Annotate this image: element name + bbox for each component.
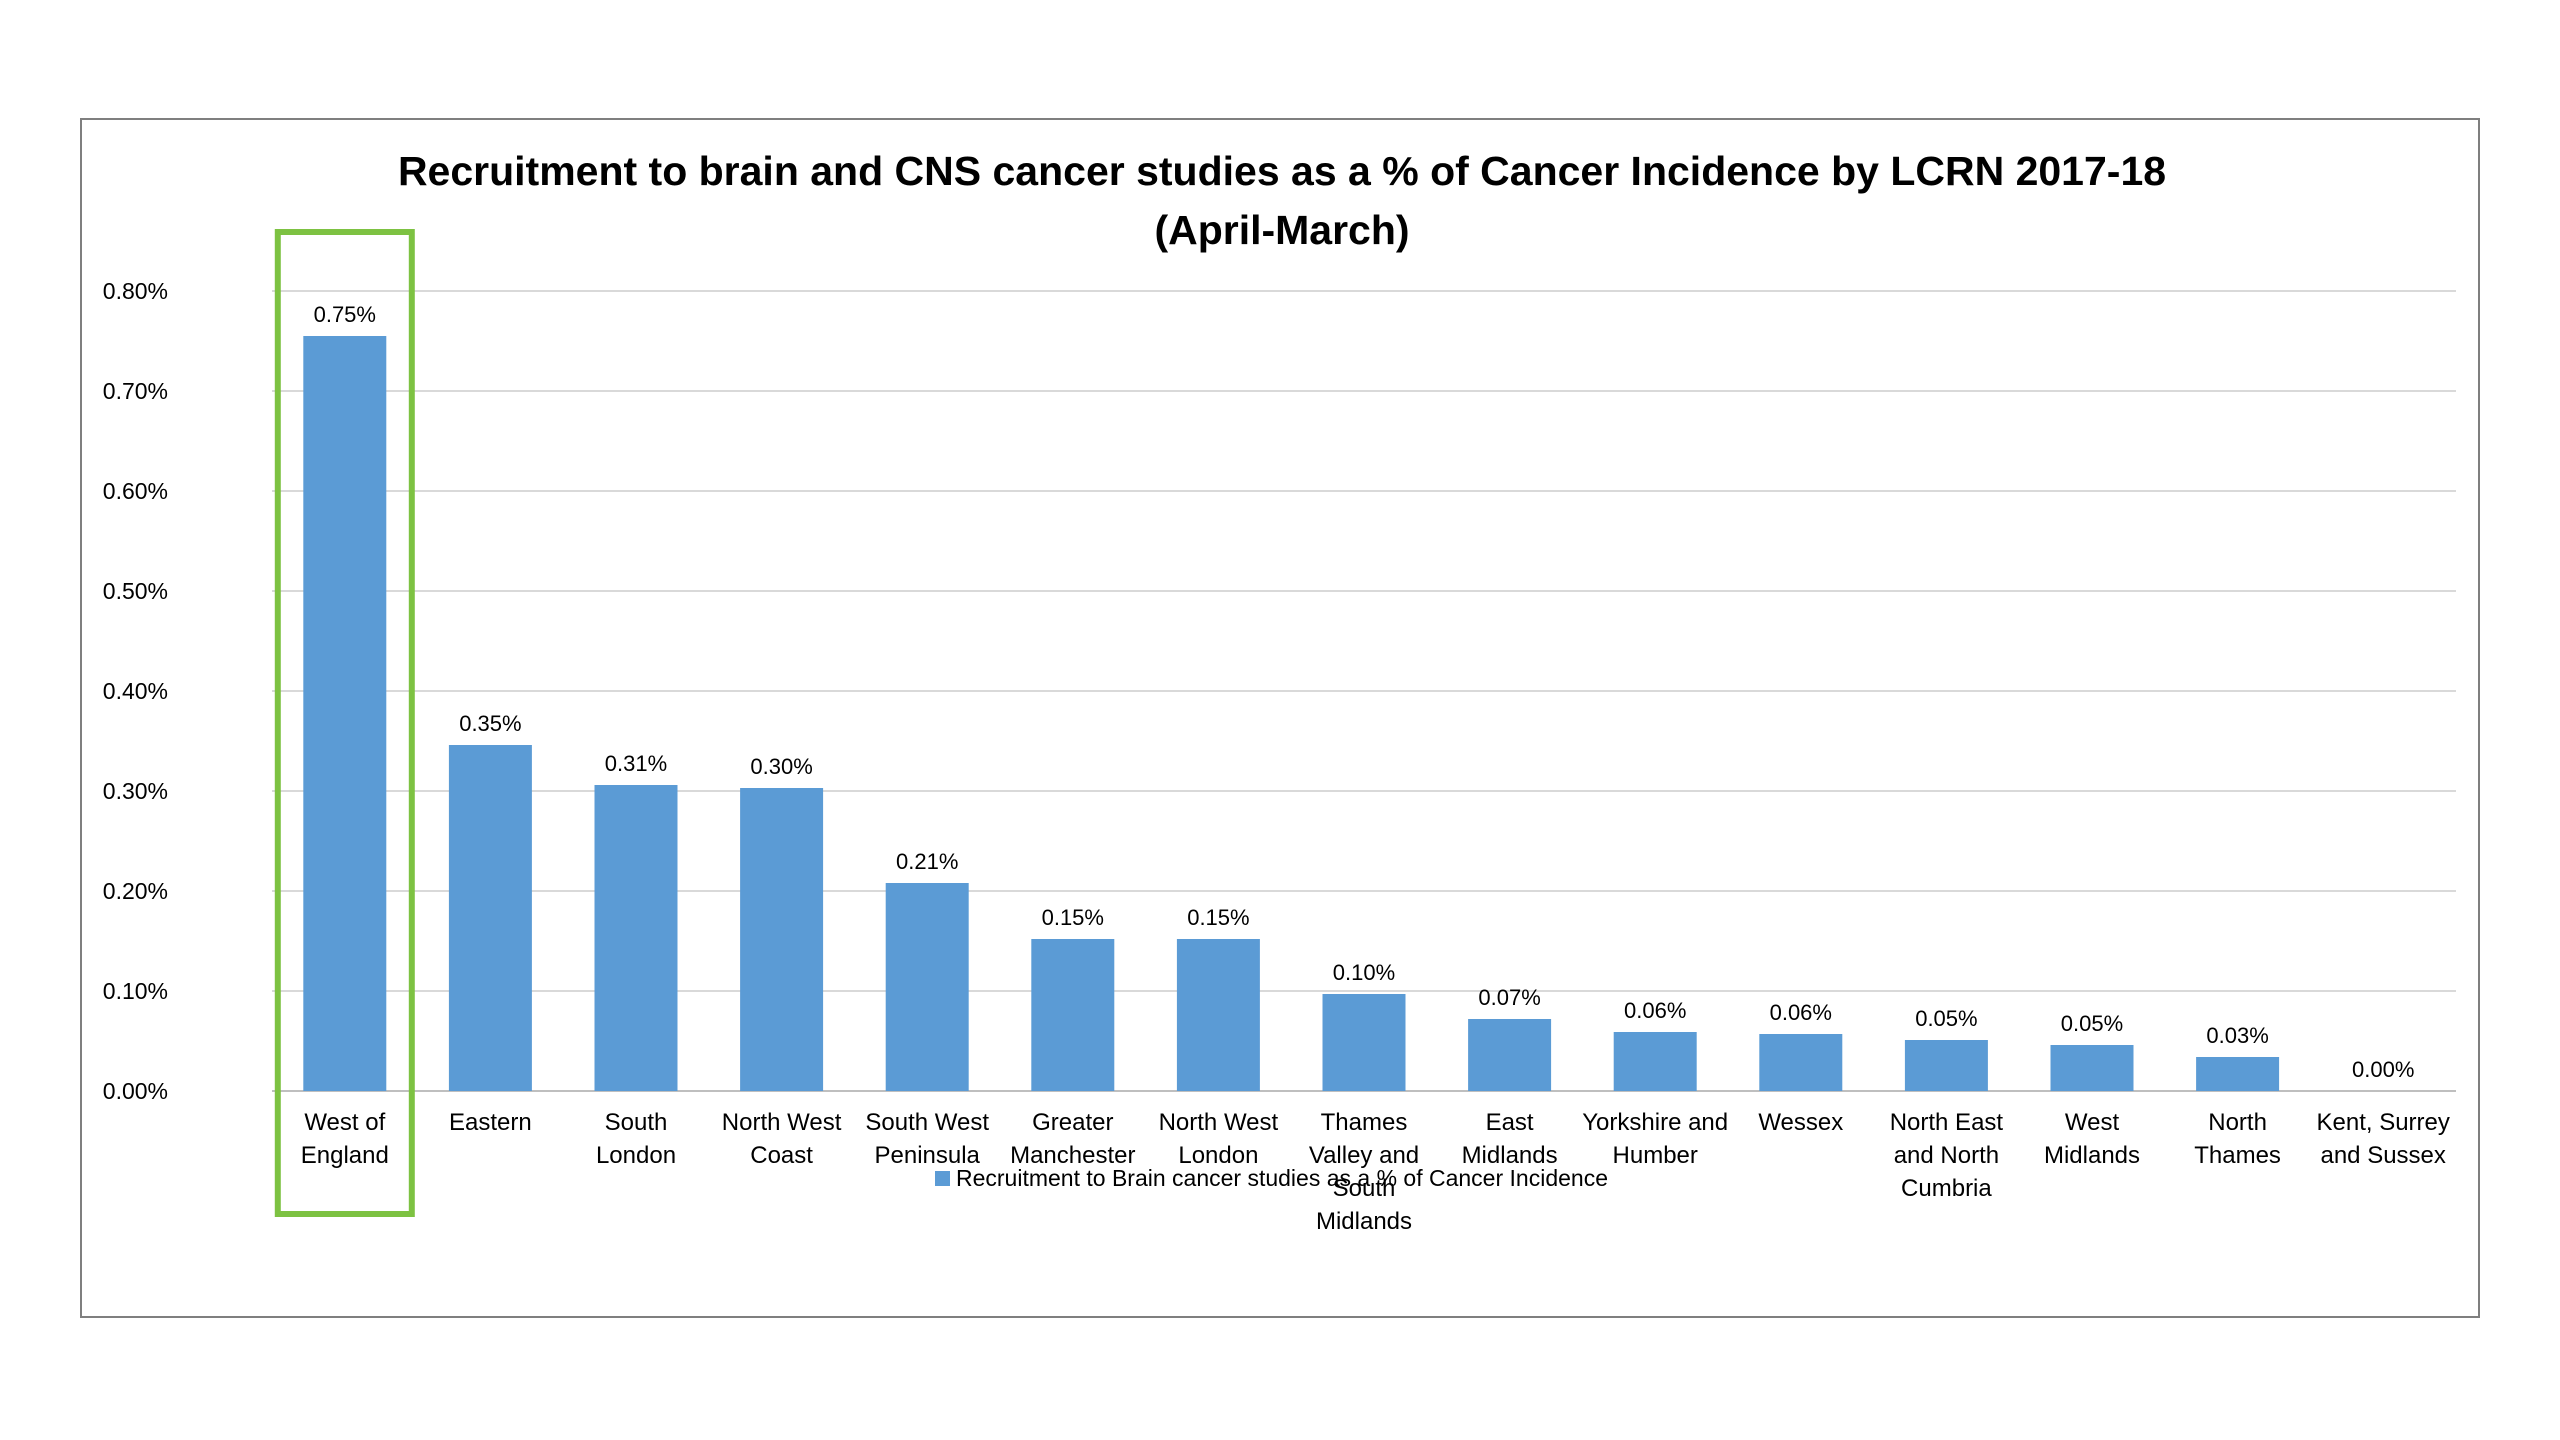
category-label: Thames — [1321, 1109, 1408, 1136]
y-tick-label: 0.00% — [103, 1078, 168, 1104]
category-label: Peninsula — [874, 1142, 980, 1169]
category-label: Yorkshire and — [1582, 1109, 1728, 1136]
y-tick-label: 0.50% — [103, 578, 168, 604]
y-tick-label: 0.60% — [103, 478, 168, 504]
category-label: Midlands — [2044, 1142, 2140, 1169]
category-label: North West — [1159, 1109, 1279, 1136]
category-label: Wessex — [1758, 1109, 1843, 1136]
data-label: 0.05% — [1915, 1006, 1977, 1031]
y-tick-label: 0.40% — [103, 678, 168, 704]
data-label: 0.05% — [2061, 1011, 2123, 1036]
y-tick-label: 0.70% — [103, 378, 168, 404]
bar — [448, 745, 532, 1091]
bar — [1904, 1040, 1988, 1091]
category-label: Manchester — [1010, 1142, 1135, 1169]
data-label: 0.00% — [2352, 1057, 2414, 1082]
data-label: 0.10% — [1333, 960, 1395, 985]
category-label: South — [605, 1109, 668, 1136]
category-label: West — [2065, 1109, 2120, 1136]
bar — [885, 883, 969, 1091]
bar — [303, 336, 387, 1091]
legend-swatch — [935, 1171, 950, 1186]
data-label: 0.15% — [1042, 905, 1104, 930]
legend-label: Recruitment to Brain cancer studies as a… — [956, 1165, 1608, 1191]
category-label: South West — [865, 1109, 989, 1136]
category-label: East — [1486, 1109, 1534, 1136]
data-label: 0.06% — [1624, 998, 1686, 1023]
category-label: Midlands — [1462, 1142, 1558, 1169]
bar — [594, 785, 678, 1091]
category-label: England — [301, 1142, 389, 1169]
data-label: 0.35% — [459, 711, 521, 736]
bar — [1322, 994, 1406, 1091]
data-label: 0.06% — [1770, 1000, 1832, 1025]
bars — [303, 336, 2280, 1091]
legend: Recruitment to Brain cancer studies as a… — [935, 1165, 1608, 1191]
category-label: Eastern — [449, 1109, 532, 1136]
data-label: 0.31% — [605, 751, 667, 776]
data-labels: 0.75% 0.35% 0.31% 0.30% 0.21% 0.15% 0.15% 0.10%… — [314, 302, 2415, 1082]
bar — [1613, 1032, 1697, 1091]
data-label: 0.07% — [1478, 985, 1540, 1010]
y-axis-ticks: 0.00% 0.10% 0.20% 0.30% 0.40% 0.50% 0.60% 0.70%… — [103, 278, 168, 1104]
category-label: Cumbria — [1901, 1175, 1992, 1202]
y-tick-label: 0.10% — [103, 978, 168, 1004]
category-label: Humber — [1613, 1142, 1698, 1169]
category-label: Kent, Surrey — [2316, 1109, 2449, 1136]
category-label: South — [1333, 1175, 1396, 1202]
category-label: London — [1178, 1142, 1258, 1169]
category-label: Greater — [1032, 1109, 1113, 1136]
y-tick-label: 0.20% — [103, 878, 168, 904]
category-label: Midlands — [1316, 1208, 1412, 1235]
bar — [1176, 939, 1260, 1091]
data-label: 0.21% — [896, 849, 958, 874]
data-label: 0.03% — [2206, 1023, 2268, 1048]
chart-title-line-1: Recruitment to brain and CNS cancer stud… — [398, 148, 2166, 194]
chart-title-line-2: (April-March) — [1154, 207, 1409, 253]
chart-frame: Recruitment to brain and CNS cancer stud… — [80, 118, 2480, 1318]
bar — [740, 788, 824, 1091]
y-tick-label: 0.80% — [103, 278, 168, 304]
category-label: Coast — [750, 1142, 813, 1169]
category-label: North — [2208, 1109, 2267, 1136]
bar — [1759, 1034, 1843, 1091]
category-label: Thames — [2194, 1142, 2281, 1169]
category-label: North East — [1890, 1109, 2004, 1136]
bar — [2196, 1057, 2280, 1091]
category-label: and Sussex — [2320, 1142, 2445, 1169]
bar — [2050, 1045, 2134, 1091]
category-label: and North — [1894, 1142, 1999, 1169]
category-label: London — [596, 1142, 676, 1169]
data-label: 0.15% — [1187, 905, 1249, 930]
highlight-box — [274, 229, 415, 1217]
category-label: North West — [722, 1109, 842, 1136]
bar — [1468, 1019, 1552, 1091]
category-label: West of — [304, 1109, 385, 1136]
data-label: 0.30% — [750, 754, 812, 779]
data-label: 0.75% — [314, 302, 376, 327]
category-label: Valley and — [1309, 1142, 1419, 1169]
x-axis-categories: West of England Eastern South London North We… — [301, 1109, 2450, 1235]
bar — [1031, 939, 1115, 1091]
bar-chart: Recruitment to brain and CNS cancer stud… — [103, 148, 2456, 1235]
y-tick-label: 0.30% — [103, 778, 168, 804]
